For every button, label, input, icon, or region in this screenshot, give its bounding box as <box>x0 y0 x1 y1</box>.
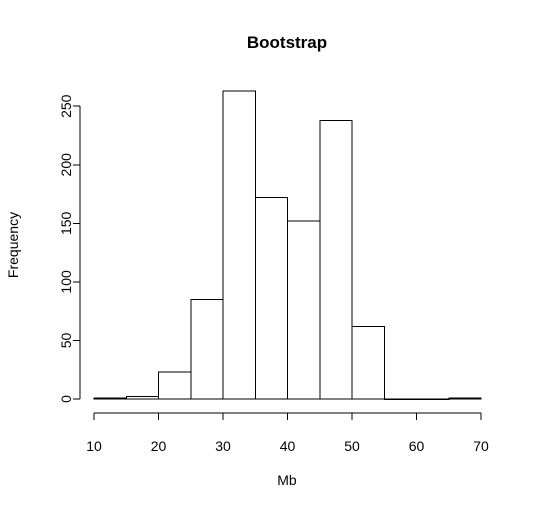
x-tick-label-10: 10 <box>86 438 102 454</box>
y-tick-label-100: 100 <box>58 270 74 294</box>
histogram-bar-15-20 <box>125 396 159 400</box>
histogram-bar-55-60 <box>383 398 417 401</box>
y-axis-label: Frequency <box>5 212 21 278</box>
histogram-bar-30-35 <box>222 90 256 400</box>
y-tick-label-0: 0 <box>58 395 74 403</box>
x-tick-label-50: 50 <box>344 438 360 454</box>
histogram-bar-45-50 <box>319 119 353 400</box>
x-tick-label-30: 30 <box>215 438 231 454</box>
histogram-bar-50-55 <box>351 325 385 400</box>
histogram-bar-20-25 <box>158 371 192 400</box>
histogram-bar-10-15 <box>93 397 127 400</box>
chart-title: Bootstrap <box>247 33 327 52</box>
histogram-bars <box>93 90 482 401</box>
x-tick-label-40: 40 <box>280 438 296 454</box>
histogram-bar-65-70 <box>448 397 482 400</box>
x-tick-label-70: 70 <box>473 438 489 454</box>
x-axis: 10 20 30 40 50 60 70 <box>86 412 489 454</box>
histogram-bar-60-65 <box>416 398 450 401</box>
x-tick-label-20: 20 <box>151 438 167 454</box>
histogram-bar-35-40 <box>254 197 288 400</box>
y-tick-label-50: 50 <box>58 332 74 348</box>
y-tick-label-200: 200 <box>58 153 74 177</box>
histogram-bar-40-45 <box>287 220 321 400</box>
y-tick-label-150: 150 <box>58 211 74 235</box>
y-tick-label-250: 250 <box>58 94 74 118</box>
histogram-bar-25-30 <box>190 298 224 400</box>
x-tick-label-60: 60 <box>409 438 425 454</box>
x-axis-label: Mb <box>277 472 297 488</box>
y-axis: 0 50 100 150 200 250 <box>58 94 81 403</box>
